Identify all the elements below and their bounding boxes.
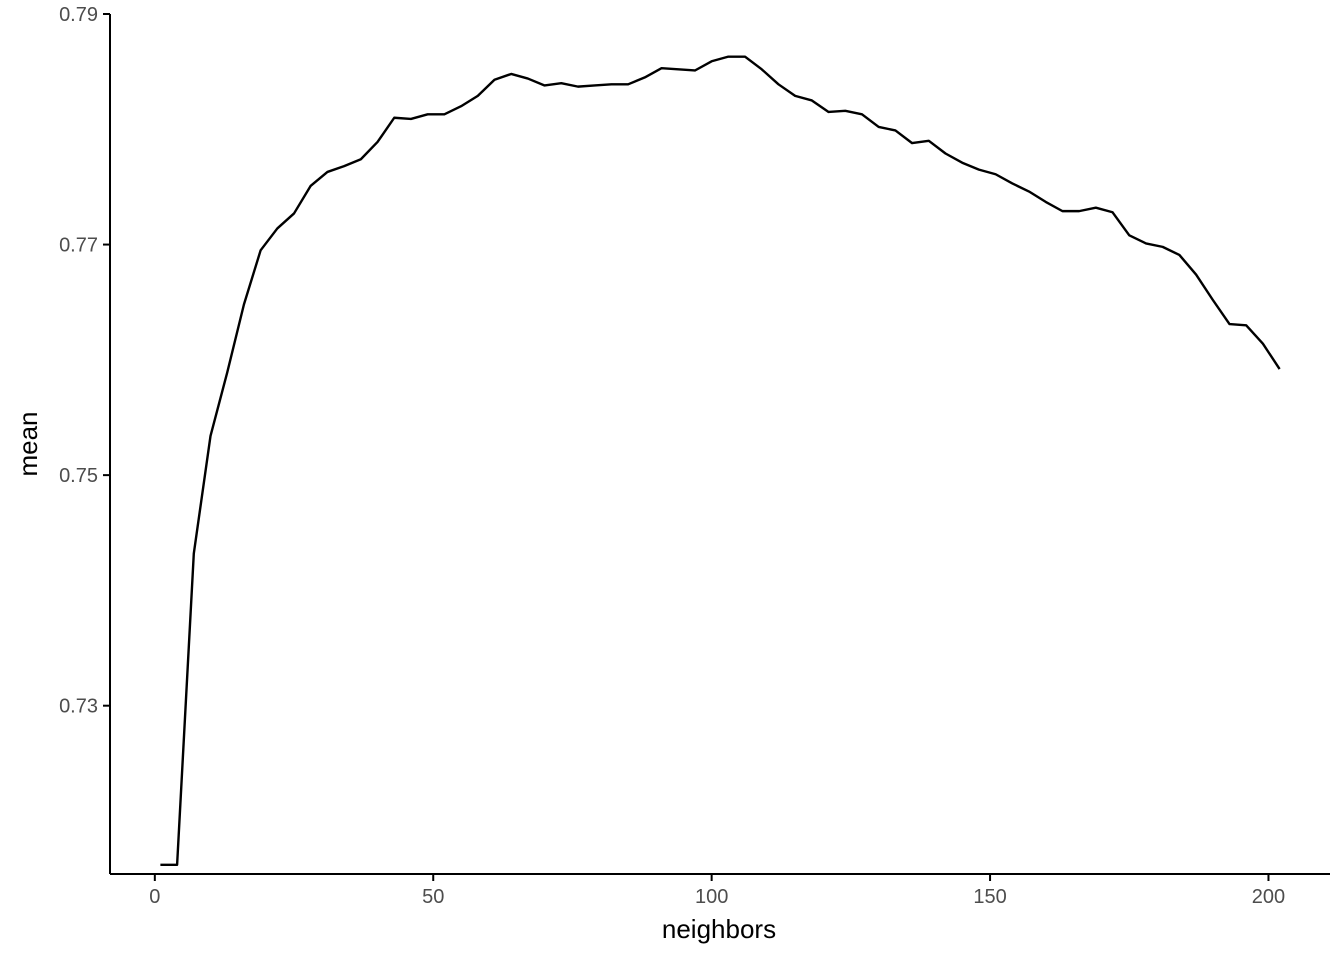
series-layer xyxy=(160,55,1281,866)
x-axis-title: neighbors xyxy=(662,914,776,944)
x-axis-ticks: 0 50 100 150 200 xyxy=(149,874,1285,908)
x-tick-label: 150 xyxy=(973,886,1006,908)
x-tick-label: 50 xyxy=(422,886,444,908)
y-axis-ticks: 0.73 0.75 0.77 0.79 xyxy=(59,4,110,718)
x-tick-label: 200 xyxy=(1252,886,1285,908)
y-tick-label: 0.73 xyxy=(59,696,98,718)
y-tick-label: 0.77 xyxy=(59,235,98,257)
y-axis-title: mean xyxy=(13,411,43,476)
series-line xyxy=(160,55,1281,866)
y-tick-label: 0.75 xyxy=(59,465,98,487)
x-tick-label: 100 xyxy=(695,886,728,908)
x-tick-label: 0 xyxy=(149,886,160,908)
y-tick-label: 0.79 xyxy=(59,4,98,26)
